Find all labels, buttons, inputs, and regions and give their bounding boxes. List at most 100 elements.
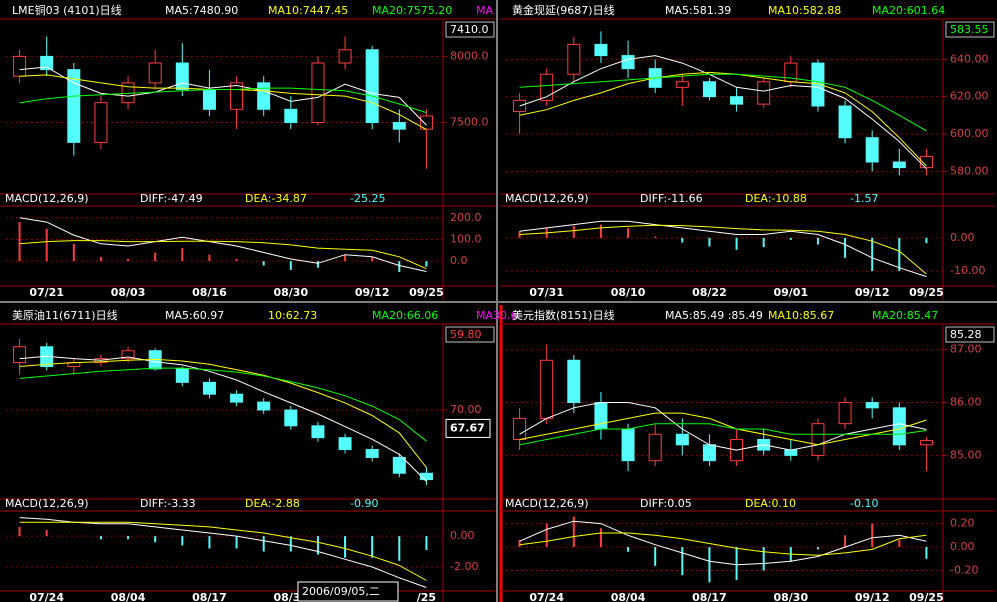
y-tick-label: 200.0: [450, 211, 482, 224]
candle-body: [892, 161, 906, 169]
macd-legend: DEA:0.10: [745, 497, 796, 510]
candle-body: [730, 96, 744, 105]
macd-legend: -1.57: [850, 192, 878, 205]
x-tick-label: 08/22: [692, 286, 727, 299]
price-readout: 59.80: [450, 328, 482, 341]
candle-body: [175, 62, 189, 90]
chart-title: 黄金现延(9687)日线: [512, 3, 615, 17]
x-tick-label: 09/01: [773, 286, 808, 299]
x-tick-label: 07/24: [529, 591, 564, 602]
macd-title: MACD(12,26,9): [505, 497, 589, 510]
legend-entry: MA: [476, 4, 493, 17]
candle-body: [148, 62, 162, 84]
x-tick-label: 09/12: [855, 286, 890, 299]
candle-body: [838, 402, 852, 425]
y-tick-label: 86.00: [950, 396, 982, 409]
candle-body: [202, 381, 216, 395]
legend-entry: MA20:85.47: [872, 309, 938, 322]
candle-body: [257, 401, 271, 411]
legend-entry: MA20:601.64: [872, 4, 945, 17]
candle-body: [757, 81, 771, 105]
macd-title: MACD(12,26,9): [505, 192, 589, 205]
price-box: [445, 21, 495, 38]
candle-body: [702, 81, 716, 98]
ma-line: [19, 358, 427, 468]
macd-legend: DEA:-34.87: [245, 192, 307, 205]
candle-body: [811, 423, 825, 456]
candle-body: [784, 449, 798, 456]
y-tick-label: 87.00: [950, 343, 982, 356]
candle-body: [513, 99, 527, 113]
legend-entry: MA10:582.88: [768, 4, 841, 17]
cursor-date: 2006/09/05,二: [302, 585, 380, 598]
candle-body: [284, 108, 298, 124]
candle-body: [513, 417, 527, 441]
candle-body: [594, 43, 608, 57]
macd-legend: DIFF:0.05: [640, 497, 692, 510]
legend-entry: MA5:85.49 :85.49: [665, 309, 763, 322]
candle-body: [365, 49, 379, 124]
y-tick-label: 580.00: [950, 164, 989, 177]
x-tick-label: 08/30: [773, 591, 808, 602]
candle-body: [865, 137, 879, 163]
chart-title: LME铜03 (4101)日线: [12, 3, 122, 17]
macd-legend: -0.10: [850, 497, 878, 510]
x-tick-label: 09/12: [355, 286, 390, 299]
macd-legend: -25.25: [350, 192, 385, 205]
y-tick-label: 85.00: [950, 448, 982, 461]
macd-line: [519, 224, 927, 275]
legend-entry: MA5:7480.90: [165, 4, 238, 17]
x-tick-label: 09/12: [855, 591, 890, 602]
y-tick-label: 7500.0: [450, 116, 489, 129]
x-tick-label: 07/24: [29, 591, 64, 602]
x-tick-label: 09/25: [909, 591, 944, 602]
legend-entry: MA5:581.39: [665, 4, 731, 17]
candle-body: [675, 81, 689, 88]
ma-line: [519, 71, 927, 167]
x-tick-label: 09/25: [909, 286, 944, 299]
candle-body: [648, 433, 662, 462]
macd-line: [519, 532, 927, 556]
cursor-price: 67.67: [450, 421, 485, 434]
candle-body: [838, 105, 852, 139]
y-tick-label: 0.00: [950, 231, 975, 244]
y-tick-label: 640.00: [950, 52, 989, 65]
x-tick-label: /25: [417, 591, 436, 602]
y-tick-label: 620.00: [950, 90, 989, 103]
x-tick-label: 07/21: [29, 286, 64, 299]
cursor-price-box: [445, 418, 491, 438]
candle-body: [202, 88, 216, 110]
macd-line: [19, 521, 427, 581]
ma-line: [519, 412, 927, 446]
candle-body: [675, 433, 689, 446]
x-tick-label: 08/30: [273, 286, 308, 299]
y-tick-label: 0.20: [950, 517, 975, 530]
ma-line: [519, 423, 927, 446]
candle-body: [702, 444, 716, 462]
x-tick-label: 08/30: [273, 591, 308, 602]
macd-line: [19, 217, 427, 272]
candle-body: [365, 449, 379, 458]
ma-line: [19, 66, 427, 126]
macd-legend: DIFF:-3.33: [140, 497, 196, 510]
candle-body: [540, 359, 554, 419]
candle-body: [311, 425, 325, 439]
ma-line: [519, 73, 927, 132]
macd-legend: DIFF:-47.49: [140, 192, 203, 205]
ma-line: [19, 87, 427, 114]
x-tick-label: 07/31: [529, 286, 564, 299]
y-tick-label: -2.00: [450, 560, 478, 573]
candle-body: [621, 428, 635, 462]
candle-body: [67, 69, 81, 143]
macd-legend: DEA:-10.88: [745, 192, 807, 205]
ma-line: [19, 367, 427, 442]
candle-body: [175, 368, 189, 383]
price-box: [445, 326, 495, 343]
y-tick-label: 0.0: [450, 254, 468, 267]
cursor-date-box: [297, 581, 399, 602]
legend-entry: MA5:60.97: [165, 309, 224, 322]
candle-body: [567, 43, 581, 75]
macd-title: MACD(12,26,9): [5, 497, 89, 510]
x-tick-label: 08/16: [192, 286, 227, 299]
